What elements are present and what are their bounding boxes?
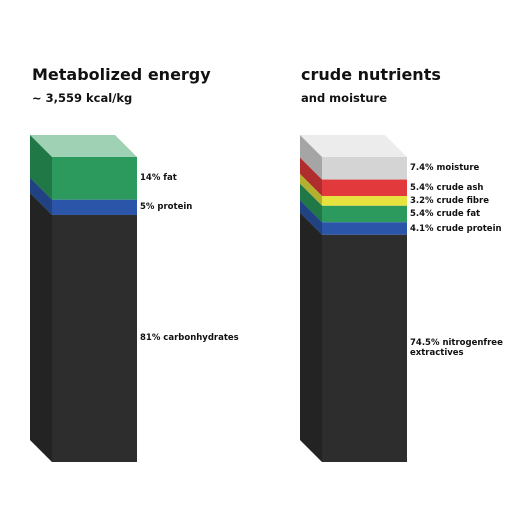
bar-segment	[322, 179, 407, 197]
chart-title: crude nutrients	[301, 65, 441, 84]
bar-side	[300, 212, 322, 462]
data-label: 5.4% crude ash	[410, 182, 484, 193]
bar-side	[30, 135, 52, 200]
bar-top	[300, 135, 407, 157]
data-label: 3.2% crude fibre	[410, 195, 489, 206]
data-label: 14% fat	[140, 173, 177, 184]
chart-title: Metabolized energy	[32, 65, 211, 84]
bar-segment	[322, 234, 407, 462]
bar-segment	[322, 222, 407, 235]
bar-side	[300, 200, 322, 235]
data-label: 5.4% crude fat	[410, 209, 481, 220]
data-label: 4.1% crude protein	[410, 223, 502, 234]
bar-segment	[322, 157, 407, 180]
bar-side-shade	[300, 157, 322, 197]
data-label: 7.4% moisture	[410, 163, 480, 174]
bar-side	[300, 135, 322, 180]
bar-side-shade	[30, 192, 52, 462]
bar-top	[30, 135, 137, 157]
bar-segment	[52, 199, 137, 215]
bar-side-shade	[300, 174, 322, 206]
bar-side	[30, 192, 52, 462]
bar-side	[300, 157, 322, 197]
data-label: 5% protein	[140, 202, 193, 213]
bar-segment	[322, 205, 407, 223]
chart-subtitle: ~ 3,559 kcal/kg	[32, 91, 133, 105]
bar-segment	[52, 157, 137, 200]
bar-side-shade	[300, 135, 322, 180]
bar-side-shade	[30, 135, 52, 200]
bar-side-shade	[300, 183, 322, 223]
bar-side-shade	[30, 177, 52, 215]
bar-side-shade	[300, 212, 322, 462]
bar-segment	[52, 214, 137, 462]
chart-subtitle: and moisture	[301, 91, 388, 105]
bar-side	[30, 177, 52, 215]
data-label: 74.5% nitrogenfree extractives	[410, 338, 503, 359]
bar-side-shade	[300, 200, 322, 235]
bar-side	[300, 183, 322, 223]
bar-segment	[322, 196, 407, 206]
data-label: 81% carbonhydrates	[140, 333, 239, 344]
bar-side	[300, 174, 322, 206]
